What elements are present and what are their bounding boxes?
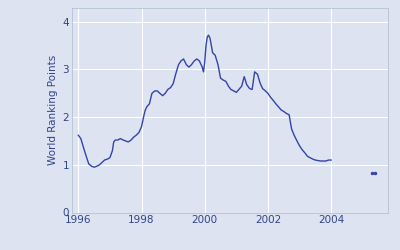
Y-axis label: World Ranking Points: World Ranking Points bbox=[48, 55, 58, 165]
